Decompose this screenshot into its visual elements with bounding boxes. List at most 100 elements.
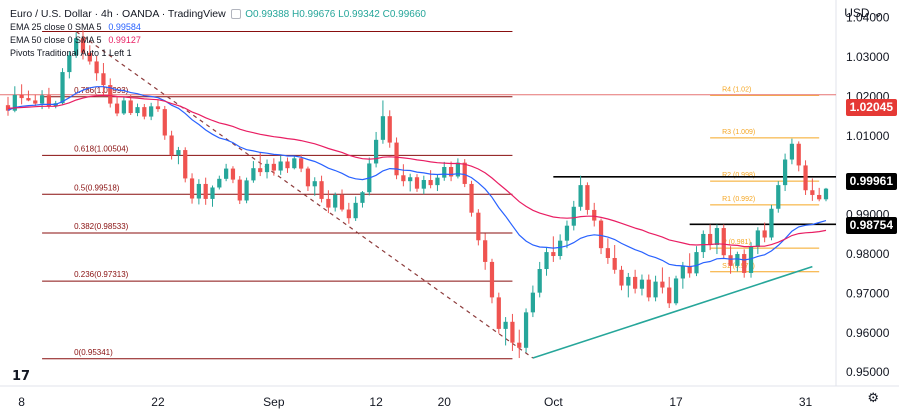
candle-body-91	[626, 276, 631, 286]
currency-selector[interactable]: USD ⌄	[844, 6, 883, 20]
candle-body-48	[333, 194, 338, 208]
currency-label: USD	[844, 6, 870, 20]
ema50-legend[interactable]: EMA 50 close 0 SMA 5 0.99127	[10, 34, 426, 47]
candle-body-27	[189, 178, 195, 199]
candles	[5, 30, 829, 359]
ohlc-values: O0.99388 H0.99676 L0.99342 C0.99660	[245, 9, 426, 20]
candle-body-43	[299, 158, 304, 169]
candle-body-78	[537, 269, 542, 293]
chevron-down-icon: ⌄	[872, 6, 883, 20]
candle-body-3	[26, 98, 31, 101]
candle-body-61	[421, 180, 426, 189]
candle-body-79	[544, 252, 549, 270]
candle-body-81	[558, 240, 563, 257]
price-badge-high: 0.99961	[845, 173, 897, 190]
fib-level-label-0: 0.786(1.01993)	[74, 86, 129, 95]
candle-body-34	[237, 179, 242, 201]
candle-body-90	[619, 269, 624, 286]
y-tick-label-8: 0.95000	[846, 365, 890, 379]
pivot-label-3: R1 (0.992)	[722, 196, 755, 203]
candle-body-95	[653, 281, 658, 298]
candle-body-32	[224, 168, 229, 179]
y-tick-label-7: 0.96000	[846, 326, 890, 340]
x-tick-label-3: 12	[369, 395, 383, 409]
candle-body-103	[708, 233, 713, 245]
candle-body-80	[551, 252, 556, 257]
candle-body-67	[462, 162, 467, 184]
x-tick-label-6: 17	[669, 395, 683, 409]
candle-body-1	[12, 94, 17, 111]
candle-body-37	[258, 168, 263, 173]
candle-body-118	[810, 190, 815, 195]
candle-body-24	[169, 135, 174, 156]
trendline-ascending	[532, 265, 813, 359]
candle-body-55	[380, 116, 386, 140]
fib-level-label-2: 0.5(0.99518)	[74, 183, 120, 192]
y-tick-label-3: 1.01000	[846, 129, 890, 143]
ema25-value: 0.99584	[108, 22, 141, 32]
ema25-legend[interactable]: EMA 25 close 0 SMA 5 0.99584	[10, 21, 426, 34]
candle-body-23	[162, 109, 167, 136]
candle-body-101	[694, 252, 699, 274]
x-tick-label-7: 31	[799, 395, 813, 409]
candle-body-57	[394, 142, 399, 176]
legend-title-row: Euro / U.S. Dollar · 4h · OANDA · Tradin…	[10, 8, 426, 21]
candle-body-22	[155, 106, 161, 110]
candle-body-120	[823, 188, 829, 200]
candle-body-6	[46, 95, 52, 107]
candle-body-21	[149, 106, 154, 117]
x-tick-label-5: Oct	[544, 395, 563, 409]
candle-body-19	[135, 107, 140, 114]
fib-level-label-3: 0.382(0.98533)	[74, 222, 129, 231]
candle-body-4	[33, 100, 38, 104]
candle-body-36	[251, 168, 256, 181]
y-tick-label-5: 0.98000	[846, 247, 890, 261]
x-tick-label-4: 20	[438, 395, 452, 409]
candle-body-98	[673, 278, 679, 304]
candle-body-26	[183, 150, 188, 179]
candle-body-60	[414, 177, 420, 189]
settings-gear-icon[interactable]: ⚙	[867, 390, 879, 405]
candle-body-40	[278, 161, 283, 171]
candle-body-66	[455, 162, 461, 177]
candle-body-30	[210, 187, 215, 199]
candle-body-75	[517, 342, 522, 348]
candle-body-56	[387, 116, 392, 143]
candle-body-46	[319, 181, 324, 199]
candle-body-82	[564, 225, 570, 241]
candle-body-50	[346, 209, 351, 219]
candle-body-25	[176, 150, 181, 156]
candle-body-14	[101, 73, 106, 86]
candle-body-62	[428, 180, 433, 186]
price-badge-low: 0.98754	[845, 217, 897, 234]
candle-body-9	[67, 55, 72, 73]
candle-body-113	[776, 185, 781, 209]
candle-body-58	[401, 175, 406, 182]
pivots-label: Pivots Traditional Auto 1 Left 1	[10, 48, 132, 58]
pivot-label-5: S1 (0.975)	[722, 263, 755, 270]
candle-body-20	[142, 107, 147, 117]
candle-body-85	[585, 185, 590, 210]
grid	[0, 0, 899, 387]
pivots-legend[interactable]: Pivots Traditional Auto 1 Left 1	[10, 47, 426, 60]
candle-body-99	[680, 265, 685, 279]
pivot-label-1: R3 (1.009)	[722, 129, 755, 136]
candle-body-65	[448, 167, 454, 177]
candle-body-84	[578, 185, 583, 207]
visibility-toggle-icon[interactable]	[230, 9, 241, 20]
candle-body-44	[305, 168, 311, 187]
x-tick-label-1: 22	[151, 395, 165, 409]
candle-body-52	[360, 192, 365, 203]
candle-body-42	[292, 158, 297, 169]
candle-body-59	[408, 177, 413, 182]
candle-body-2	[19, 94, 24, 99]
candle-body-71	[489, 261, 495, 298]
candle-body-39	[271, 163, 276, 171]
candle-body-8	[60, 72, 65, 104]
candle-body-77	[530, 292, 535, 313]
pivot-levels: R4 (1.02) R3 (1.009) R2 (0.998) R1 (0.992) P…	[710, 86, 820, 273]
candle-body-108	[742, 254, 747, 273]
candle-body-17	[121, 100, 126, 114]
candle-body-93	[639, 279, 645, 289]
